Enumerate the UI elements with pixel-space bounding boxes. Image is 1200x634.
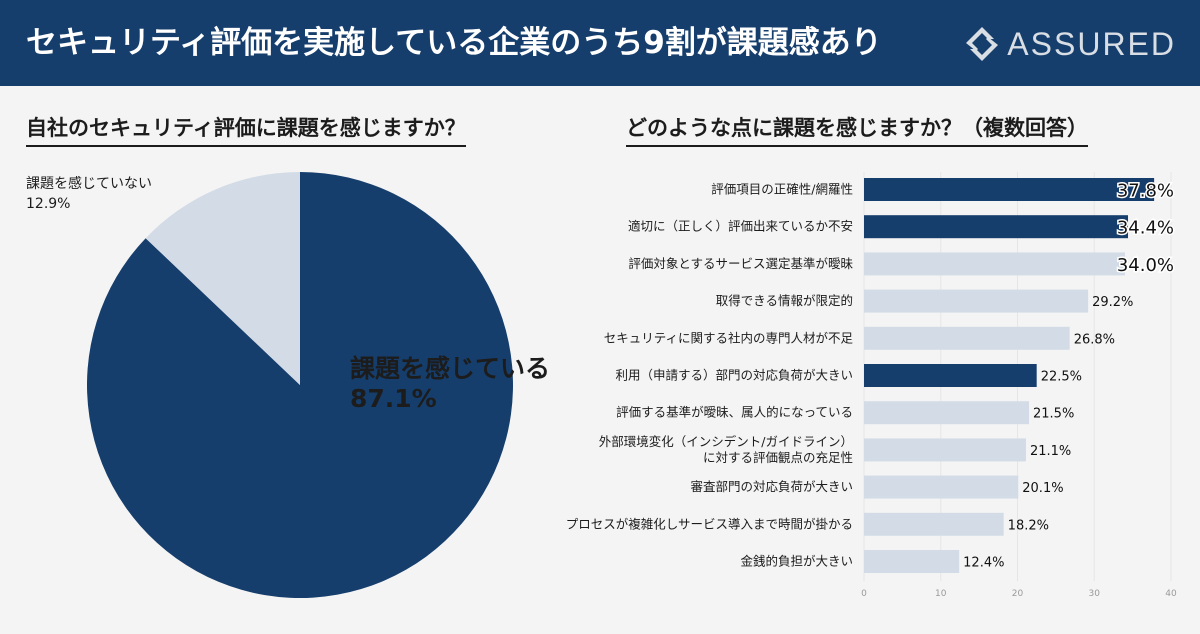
bar-2 xyxy=(864,252,1125,276)
value-label: 34.0% xyxy=(1117,255,1174,276)
category-label: セキュリティに関する社内の専門人材が不足 xyxy=(604,330,854,345)
pie-slice-value: 12.9% xyxy=(26,196,71,212)
pie-label-feeling: 課題を感じている 87.1% xyxy=(350,354,550,414)
x-tick-label: 40 xyxy=(1165,589,1177,599)
pie-slice-label: 課題を感じていない xyxy=(26,176,152,192)
value-label: 37.8% xyxy=(1117,181,1174,202)
assured-logo-icon xyxy=(966,27,999,61)
value-label: 29.2% xyxy=(1092,295,1133,310)
bar-6 xyxy=(864,401,1030,425)
x-tick-label: 10 xyxy=(935,589,947,599)
value-label: 34.4% xyxy=(1117,218,1174,239)
brand-logo: ASSURED xyxy=(963,24,1176,64)
category-label: 審査部門の対応負荷が大きい xyxy=(690,479,853,494)
pie-chart: 課題を感じていない 12.9% 課題を感じている 87.1% xyxy=(0,150,600,630)
value-label: 18.2% xyxy=(1008,518,1049,533)
bar-5 xyxy=(864,364,1037,387)
pie-section-title: 自社のセキュリティ評価に課題を感じますか？ xyxy=(26,112,466,147)
category-label: 評価する基準が曖昧、属人的になっている xyxy=(616,405,853,420)
value-label: 20.1% xyxy=(1022,481,1063,496)
category-label: 評価項目の正確性/網羅性 xyxy=(711,182,853,197)
value-label: 22.5% xyxy=(1041,370,1082,385)
category-label: 金銭的負担が大きい xyxy=(740,554,853,569)
x-tick-label: 20 xyxy=(1012,589,1024,599)
bar-0 xyxy=(864,178,1155,201)
value-label: 26.8% xyxy=(1074,332,1115,347)
category-label: プロセスが複雑化しサービス導入まで時間が掛かる xyxy=(566,516,853,531)
bar-10 xyxy=(864,550,960,573)
x-tick-label: 0 xyxy=(861,589,867,599)
header-banner: セキュリティ評価を実施している企業のうち9割が課題感あり ASSURED xyxy=(0,0,1200,86)
pie-slice-1 xyxy=(145,172,300,385)
pie-slice-label: 課題を感じている xyxy=(350,354,551,383)
category-label: 適切に（正しく）評価出来ているか不安 xyxy=(628,219,853,234)
pie-chart-svg xyxy=(87,172,514,598)
bar-9 xyxy=(864,512,1004,536)
bar-4 xyxy=(864,326,1070,350)
category-label: 取得できる情報が限定的 xyxy=(716,293,853,308)
bar-7 xyxy=(864,438,1026,462)
value-label: 21.5% xyxy=(1033,407,1074,422)
pie-slice-0 xyxy=(87,172,514,598)
x-tick-label: 30 xyxy=(1089,589,1101,599)
category-label: 利用（申請する）部門の対応負荷が大きい xyxy=(615,368,853,383)
category-label: 評価対象とするサービス選定基準が曖昧 xyxy=(628,256,853,271)
bar-3 xyxy=(864,289,1089,313)
pie-label-not-feeling: 課題を感じていない 12.9% xyxy=(26,174,152,214)
pie-slice-value: 87.1% xyxy=(350,384,437,413)
bar-8 xyxy=(864,475,1019,499)
brand-name: ASSURED xyxy=(1007,25,1176,62)
bar-1 xyxy=(864,215,1129,239)
category-label: 外部環境変化（インシデント/ガイドライン）に対する評価観点の充足性 xyxy=(599,434,853,465)
value-label: 12.4% xyxy=(963,556,1004,571)
value-label: 21.1% xyxy=(1030,444,1071,459)
bar-section-title: どのような点に課題を感じますか？（複数回答） xyxy=(626,112,1088,147)
page-title: セキュリティ評価を実施している企業のうち9割が課題感あり xyxy=(26,25,882,61)
